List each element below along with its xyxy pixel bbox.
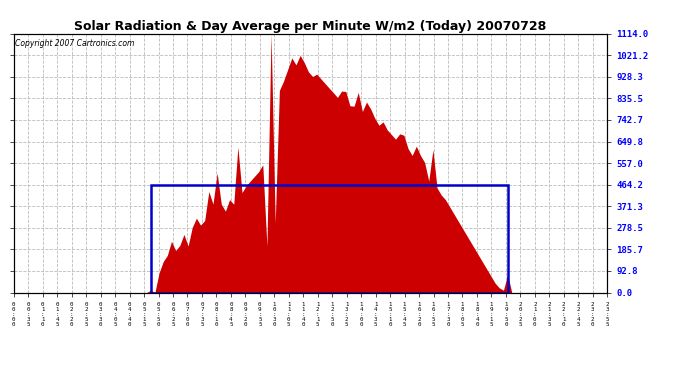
Bar (150, 184, 508, 292)
Text: Copyright 2007 Cartronics.com: Copyright 2007 Cartronics.com (15, 39, 135, 48)
Title: Solar Radiation & Day Average per Minute W/m2 (Today) 20070728: Solar Radiation & Day Average per Minute… (75, 20, 546, 33)
